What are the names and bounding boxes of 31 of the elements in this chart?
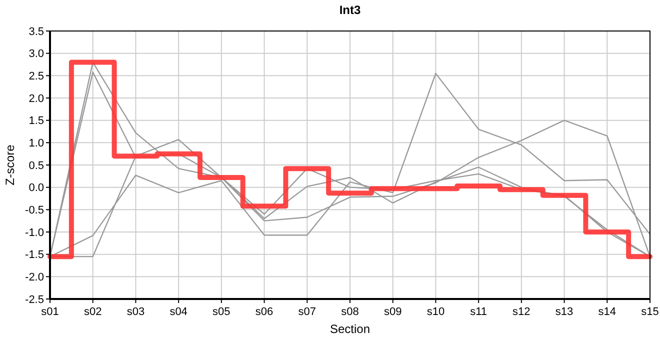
- x-tick-label: s09: [384, 306, 402, 318]
- x-tick-label: s15: [641, 306, 659, 318]
- y-tick-label: 0.5: [28, 160, 44, 172]
- y-tick-label: 0.0: [28, 182, 44, 194]
- chart-title: Int3: [339, 3, 361, 17]
- x-tick-label: s01: [41, 306, 59, 318]
- x-tick-label: s02: [84, 306, 102, 318]
- x-tick-label: s11: [470, 306, 488, 318]
- y-tick-label: -1.5: [25, 249, 44, 262]
- y-tick-label: -2.0: [25, 272, 44, 284]
- x-tick-label: s14: [598, 306, 616, 318]
- y-tick-label: 1.0: [28, 138, 44, 150]
- y-tick-label: 1.5: [28, 115, 44, 128]
- y-tick-label: 3.0: [28, 48, 44, 60]
- y-tick-label: 3.5: [28, 26, 44, 38]
- x-tick-label: s07: [298, 306, 316, 318]
- x-tick-label: s03: [126, 306, 145, 318]
- y-tick-label: 2.0: [28, 92, 44, 105]
- x-tick-label: s12: [512, 306, 530, 318]
- x-axis-title: Section: [330, 322, 370, 336]
- x-tick-label: s13: [555, 306, 574, 318]
- x-tick-label: s10: [426, 306, 445, 318]
- y-tick-label: 2.5: [28, 70, 44, 83]
- y-axis-title: Z-score: [3, 144, 17, 186]
- x-tick-label: s05: [212, 306, 230, 318]
- y-tick-label: -1.0: [25, 226, 44, 239]
- y-tick-label: -0.5: [25, 204, 44, 217]
- x-tick-label: s06: [255, 306, 274, 318]
- x-tick-label: s04: [170, 306, 188, 318]
- y-tick-label: -2.5: [25, 294, 44, 306]
- x-tick-label: s08: [341, 306, 359, 318]
